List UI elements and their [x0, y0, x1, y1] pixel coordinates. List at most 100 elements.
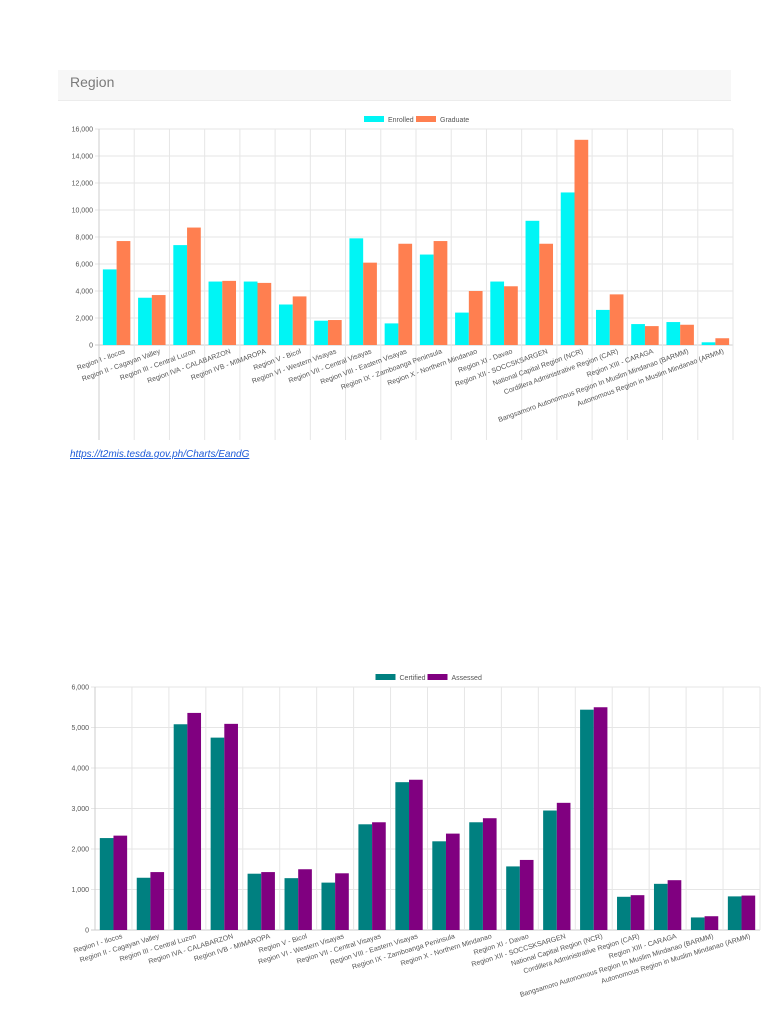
bar-enrolled[interactable] — [595, 309, 610, 345]
bar-graduate[interactable] — [187, 227, 201, 345]
bar-certified[interactable] — [247, 873, 262, 930]
legend-swatch — [375, 674, 396, 680]
bar-certified[interactable] — [506, 866, 520, 930]
bar-enrolled[interactable] — [102, 269, 117, 345]
bar-certified[interactable] — [284, 878, 299, 930]
legend-swatch — [427, 674, 448, 680]
bar-enrolled[interactable] — [455, 312, 469, 345]
bar-assessed[interactable] — [519, 859, 534, 930]
bar-graduate[interactable] — [574, 139, 589, 345]
bar-graduate[interactable] — [363, 262, 377, 345]
bar-certified[interactable] — [321, 882, 336, 930]
bar-enrolled[interactable] — [525, 220, 540, 345]
bar-assessed[interactable] — [667, 880, 682, 930]
bar-enrolled[interactable] — [208, 281, 223, 345]
bar-assessed[interactable] — [704, 916, 719, 930]
legend-item-enrolled[interactable]: Enrolled — [364, 116, 414, 124]
bar-graduate[interactable] — [222, 280, 237, 345]
source-link[interactable]: https://t2mis.tesda.gov.ph/Charts/EandG — [70, 449, 250, 460]
bar-certified[interactable] — [469, 822, 483, 930]
legend-label: Graduate — [440, 117, 469, 124]
bar-certified[interactable] — [617, 896, 631, 930]
y-tick-label: 4,000 — [75, 289, 93, 296]
bar-certified[interactable] — [727, 896, 742, 930]
bar-certified[interactable] — [99, 838, 114, 930]
bar-enrolled[interactable] — [314, 320, 328, 345]
y-tick-label: 6,000 — [71, 685, 89, 692]
bar-assessed[interactable] — [187, 712, 202, 930]
bar-certified[interactable] — [653, 883, 668, 930]
bar-graduate[interactable] — [151, 295, 166, 345]
bar-certified[interactable] — [580, 709, 594, 930]
bar-assessed[interactable] — [445, 833, 460, 930]
bar-assessed[interactable] — [335, 873, 349, 930]
y-tick-label: 0 — [85, 928, 89, 935]
bar-graduate[interactable] — [116, 241, 131, 345]
legend-item-graduate[interactable]: Graduate — [416, 116, 469, 124]
bar-graduate[interactable] — [504, 286, 518, 345]
bar-enrolled[interactable] — [349, 238, 364, 345]
bar-enrolled[interactable] — [384, 323, 399, 345]
legend-item-assessed[interactable]: Assessed — [427, 674, 482, 682]
legend-item-certified[interactable]: Certified — [375, 674, 426, 682]
bar-assessed[interactable] — [409, 779, 423, 930]
bar-graduate[interactable] — [398, 243, 413, 345]
bar-certified[interactable] — [173, 724, 188, 930]
bar-graduate[interactable] — [715, 338, 730, 345]
bar-enrolled[interactable] — [701, 342, 716, 345]
y-tick-label: 1,000 — [71, 887, 89, 894]
bar-certified[interactable] — [690, 917, 705, 930]
bar-certified[interactable] — [210, 737, 225, 930]
bar-certified[interactable] — [432, 841, 446, 930]
bar-assessed[interactable] — [372, 822, 386, 930]
bar-assessed[interactable] — [298, 869, 312, 930]
legend-swatch — [416, 116, 436, 122]
y-tick-label: 16,000 — [72, 127, 94, 134]
bar-graduate[interactable] — [680, 324, 694, 345]
bar-graduate[interactable] — [468, 291, 483, 345]
bar-enrolled[interactable] — [490, 281, 505, 345]
enrolled-graduate-chart: Enrolled Graduate 0 2,000 4,000 6,000 8,000 10,… — [72, 116, 734, 440]
bar-enrolled[interactable] — [419, 254, 434, 345]
y-tick-label: 8,000 — [75, 235, 93, 242]
bar-graduate[interactable] — [292, 296, 307, 345]
bar-assessed[interactable] — [741, 895, 756, 930]
bar-assessed[interactable] — [261, 872, 275, 930]
bar-assessed[interactable] — [593, 707, 608, 930]
bar-graduate[interactable] — [327, 320, 342, 345]
bar-certified[interactable] — [395, 782, 410, 930]
bar-enrolled[interactable] — [138, 297, 152, 345]
y-tick-label: 4,000 — [71, 766, 89, 773]
legend-swatch — [364, 116, 384, 122]
bar-enrolled[interactable] — [278, 304, 293, 346]
bar-certified[interactable] — [543, 810, 557, 930]
y-tick-label: 6,000 — [75, 262, 93, 269]
panel-title: Region — [70, 74, 115, 90]
bar-graduate[interactable] — [433, 241, 448, 345]
bar-assessed[interactable] — [556, 802, 571, 930]
bar-graduate[interactable] — [539, 243, 554, 345]
bar-assessed[interactable] — [482, 818, 497, 930]
region-panel-header: Region — [58, 70, 731, 101]
bar-enrolled[interactable] — [631, 324, 645, 345]
bar-assessed[interactable] — [630, 895, 645, 930]
bar-enrolled[interactable] — [243, 281, 258, 345]
y-tick-label: 0 — [89, 343, 93, 350]
bar-graduate[interactable] — [257, 282, 272, 345]
bar-certified[interactable] — [358, 824, 373, 930]
y-tick-label: 2,000 — [75, 316, 93, 323]
bar-graduate[interactable] — [644, 326, 659, 345]
legend-label: Certified — [400, 675, 426, 682]
y-tick-label: 2,000 — [71, 847, 89, 854]
bar-enrolled[interactable] — [666, 322, 681, 345]
bar-assessed[interactable] — [224, 723, 238, 930]
y-tick-label: 3,000 — [71, 806, 89, 813]
y-tick-label: 10,000 — [72, 208, 94, 215]
bar-assessed[interactable] — [150, 872, 165, 930]
bar-graduate[interactable] — [609, 294, 624, 345]
bar-assessed[interactable] — [113, 835, 128, 930]
legend-label: Enrolled — [388, 117, 414, 124]
bar-enrolled[interactable] — [560, 192, 575, 345]
bar-certified[interactable] — [136, 877, 151, 930]
bar-enrolled[interactable] — [173, 245, 188, 345]
